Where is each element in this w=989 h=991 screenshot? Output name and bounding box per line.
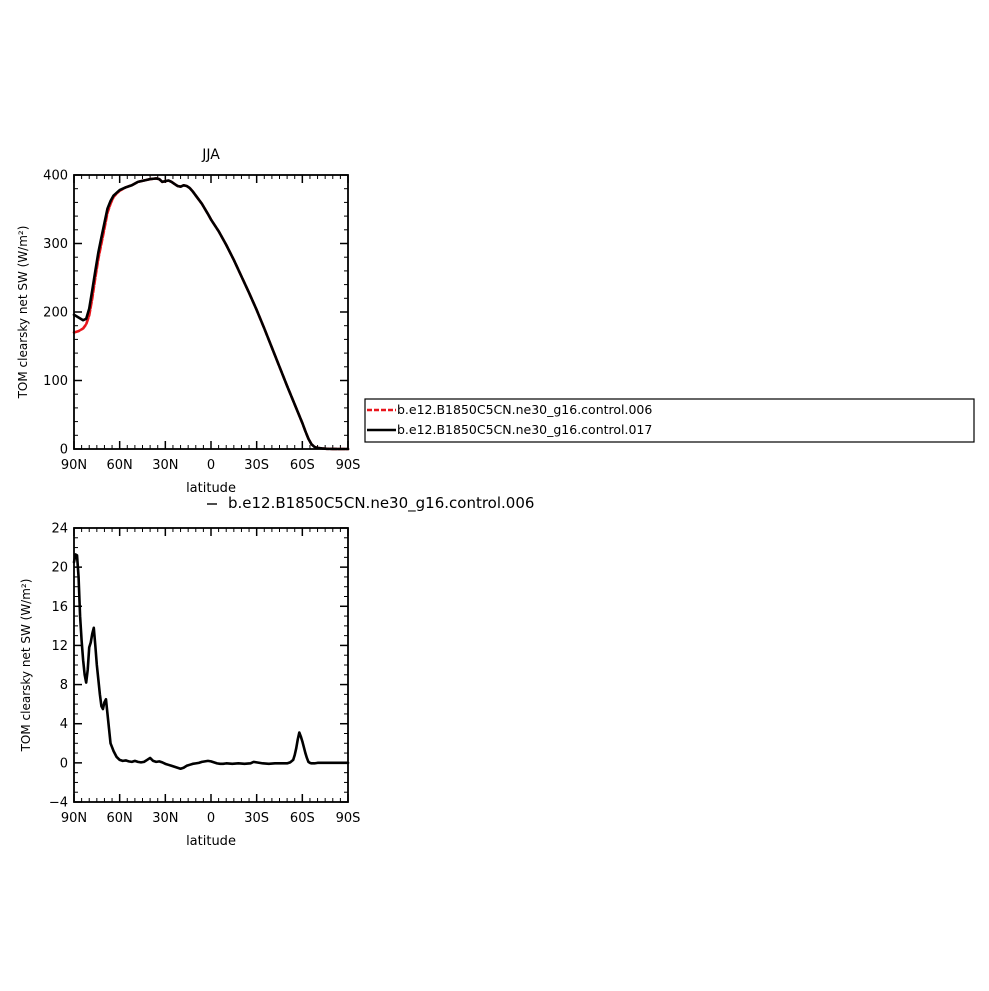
- top-y-tick-label: 200: [43, 306, 68, 321]
- bottom-y-tick-label: 24: [51, 522, 68, 537]
- bottom-panel-title: b.e12.B1850C5CN.ne30_g16.control.006: [228, 494, 534, 513]
- bottom-y-tick-label: 8: [60, 678, 68, 693]
- top-panel: JJA 90N 60N 30N 0 30S 60S 90S 0 100 200 300 400 lat…: [16, 147, 975, 496]
- top-x-axis-label: latitude: [186, 481, 236, 496]
- bottom-y-tick-label: 0: [60, 756, 68, 771]
- top-x-tick-label: 90N: [61, 458, 87, 473]
- bottom-axis-ticks: 90N 60N 30N 0 30S 60S 90S −4 0 4 8 12 16 20 24: [49, 522, 361, 827]
- top-x-tick-label: 30S: [244, 458, 269, 473]
- bottom-y-tick-label: −4: [49, 796, 68, 811]
- bottom-y-tick-label: 4: [60, 717, 68, 732]
- top-plot-frame: [73, 174, 349, 450]
- top-x-tick-label: 60N: [107, 458, 133, 473]
- top-x-tick-label: 0: [207, 458, 215, 473]
- top-x-tick-label: 30N: [152, 458, 178, 473]
- top-x-tick-label: 60S: [290, 458, 315, 473]
- legend-label-control-017: b.e12.B1850C5CN.ne30_g16.control.017: [397, 422, 652, 437]
- top-y-tick-label: 100: [43, 374, 68, 389]
- bottom-x-tick-label: 90S: [336, 811, 361, 826]
- bottom-y-tick-label: 20: [51, 561, 68, 576]
- legend-label-control-006: b.e12.B1850C5CN.ne30_g16.control.006: [397, 402, 652, 417]
- bottom-y-tick-label: 12: [51, 639, 68, 654]
- bottom-x-tick-label: 60S: [290, 811, 315, 826]
- top-panel-title: JJA: [201, 147, 220, 163]
- top-series-line-2: [72, 177, 350, 451]
- bottom-x-tick-label: 30S: [244, 811, 269, 826]
- bottom-series-line-1: [72, 553, 350, 771]
- legend-box: [364, 398, 975, 443]
- top-series-lines: [72, 177, 350, 451]
- bottom-y-axis-label: TOM clearsky net SW (W/m²): [19, 579, 33, 753]
- top-y-tick-label: 0: [60, 443, 68, 458]
- top-y-tick-label: 300: [43, 237, 68, 252]
- bottom-x-tick-label: 60N: [107, 811, 133, 826]
- bottom-x-axis-label: latitude: [186, 834, 236, 849]
- bottom-x-tick-label: 90N: [61, 811, 87, 826]
- bottom-x-tick-label: 30N: [152, 811, 178, 826]
- bottom-plot-frame: [73, 527, 349, 803]
- bottom-series-lines: [72, 553, 350, 771]
- bottom-y-tick-label: 16: [51, 600, 68, 615]
- legend: b.e12.B1850C5CN.ne30_g16.control.006 b.e…: [364, 398, 975, 443]
- top-x-tick-label: 90S: [336, 458, 361, 473]
- top-y-axis-label: TOM clearsky net SW (W/m²): [16, 226, 30, 400]
- top-y-tick-label: 400: [43, 169, 68, 184]
- bottom-panel: b.e12.B1850C5CN.ne30_g16.control.006 90N…: [19, 494, 534, 849]
- bottom-x-tick-label: 0: [207, 811, 215, 826]
